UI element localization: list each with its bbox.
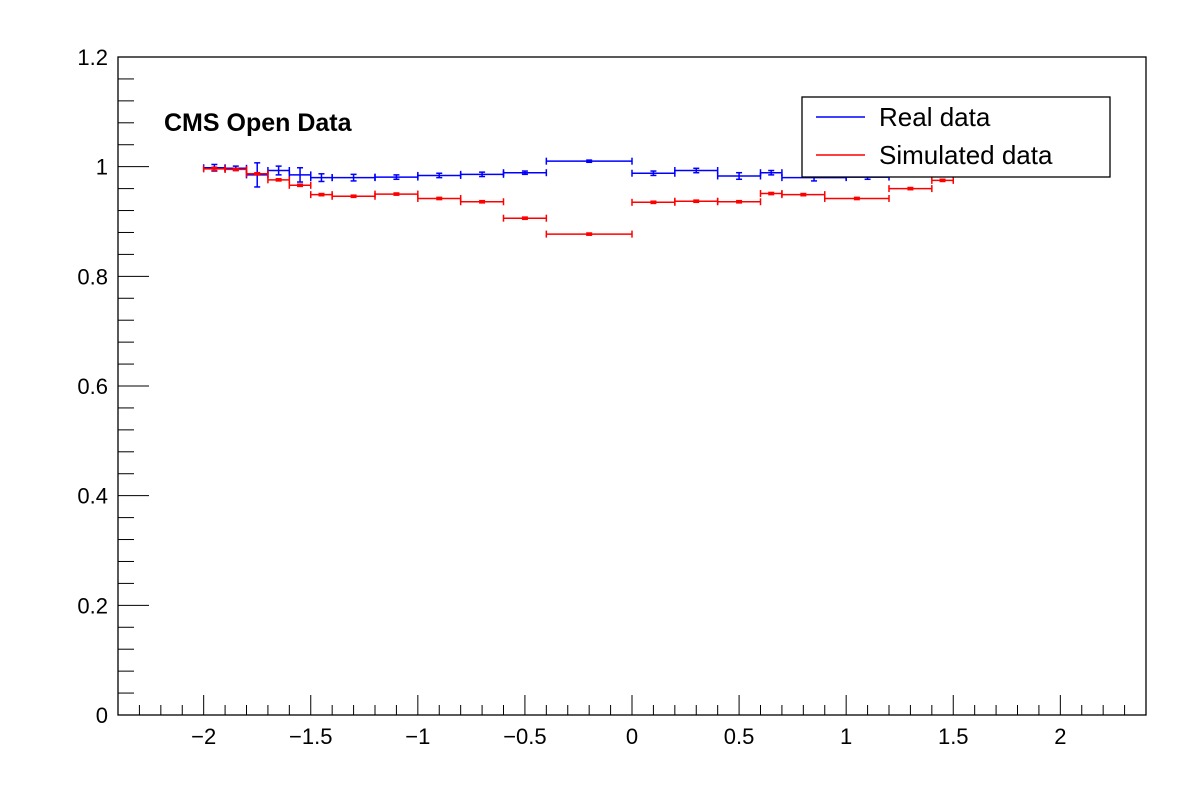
y-tick-label: 0.8 [77, 264, 108, 289]
data-point [545, 157, 633, 165]
data-point [331, 192, 376, 200]
data-point [824, 194, 890, 202]
x-tick-label: 0.5 [724, 724, 755, 749]
legend-box [801, 96, 1111, 178]
data-point [781, 191, 826, 199]
y-tick-label: 1.2 [77, 45, 108, 70]
y-tick-label: 0.4 [77, 484, 108, 509]
data-point [888, 185, 933, 193]
data-point [716, 171, 762, 181]
x-tick-label: 0 [626, 724, 638, 749]
x-tick-label: 2 [1054, 724, 1066, 749]
ticks-layer: 0 0.2 0.4 0.6 0.8 1 1.2 −2 −1.5 −1 −0.5 0 0.5 1 1.5 2 [77, 45, 1147, 749]
x-tick-label: −1 [405, 724, 430, 749]
data-point [288, 181, 312, 189]
x-tick-label: −1.5 [289, 724, 332, 749]
y-tick-label: 0.6 [77, 374, 108, 399]
data-point [502, 169, 548, 177]
y-tick-label: 0.2 [77, 593, 108, 618]
legend: Real data Simulated data [801, 96, 1111, 178]
series-layer [202, 157, 954, 238]
series-simulated-data [202, 165, 954, 238]
y-tick-label: 0 [96, 703, 108, 728]
data-point [288, 167, 312, 183]
data-point [459, 198, 505, 206]
legend-label-real-data: Real data [879, 102, 991, 132]
x-tick-label: 1 [840, 724, 852, 749]
chart-title: CMS Open Data [164, 109, 353, 137]
data-point [374, 190, 419, 198]
x-tick-label: −2 [191, 724, 216, 749]
plot-frame [117, 56, 1147, 716]
data-point [931, 176, 954, 184]
y-tick-label: 1 [96, 155, 108, 180]
data-point [459, 170, 505, 178]
data-point [716, 198, 762, 206]
data-point [759, 169, 783, 177]
legend-label-simulated-data: Simulated data [879, 140, 1053, 170]
x-tick-label: −0.5 [503, 724, 546, 749]
data-point [502, 214, 548, 222]
x-tick-label: 1.5 [938, 724, 969, 749]
data-point [224, 165, 248, 173]
data-point [545, 230, 633, 238]
data-point [245, 170, 269, 178]
